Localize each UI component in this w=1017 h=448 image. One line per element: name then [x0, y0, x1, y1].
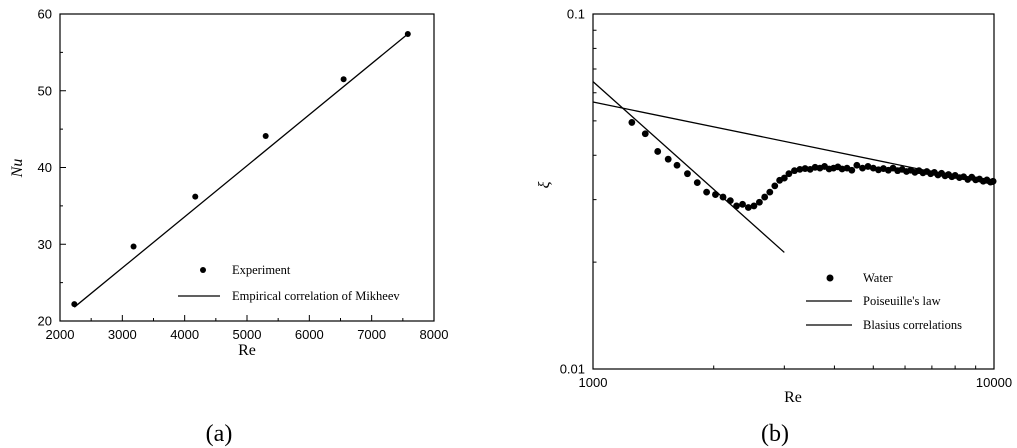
chart-b-data-point	[750, 202, 758, 210]
chart-b-data-point	[744, 204, 752, 211]
chart-a-legend-marker-experiment	[200, 267, 206, 273]
chart-b-data-point	[864, 163, 872, 170]
chart-b-data-point	[859, 164, 866, 172]
chart-b-data-point	[693, 179, 701, 187]
chart-b-data-point	[848, 166, 856, 174]
chart-b-lines	[592, 81, 995, 253]
chart-b-data-point	[726, 197, 734, 205]
chart-a-x-tick-label: 5000	[233, 327, 262, 342]
chart-a-y-tick-label: 60	[38, 7, 52, 22]
chart-b-y-tick-label: 0.01	[560, 362, 585, 377]
chart-b: 1000 10000 0.1 0.01 Re ξ Water Poiseuille's…	[536, 7, 1012, 448]
chart-b-data-point	[869, 164, 877, 172]
chart-a-data-point	[130, 243, 137, 250]
chart-b-data-point	[780, 174, 788, 182]
chart-a-legend-label-mikheev: Empirical correlation of Mikheev	[232, 289, 400, 303]
chart-a: 2000 3000 4000 5000 6000 7000 8000 20 30 40 50 60 R…	[9, 7, 448, 448]
chart-a-points	[71, 30, 411, 308]
chart-a-x-tick-label: 3000	[108, 327, 137, 342]
chart-b-x-tick-label: 1000	[579, 375, 608, 390]
chart-b-legend-marker-water	[826, 274, 834, 282]
chart-a-legend-label-experiment: Experiment	[232, 263, 291, 277]
chart-b-data-point	[766, 188, 774, 196]
chart-a-x-tick-label: 6000	[295, 327, 324, 342]
chart-a-data-point	[340, 76, 347, 83]
chart-b-legend: Water Poiseuille's law Blasius correlati…	[806, 271, 962, 332]
chart-b-data-point	[703, 188, 711, 196]
chart-b-data-point	[641, 130, 649, 138]
chart-a-y-tick-label: 30	[38, 237, 52, 252]
chart-b-data-point	[791, 167, 798, 175]
chart-b-data-point	[739, 200, 746, 208]
chart-b-data-point	[673, 161, 681, 169]
chart-b-data-point	[684, 170, 691, 178]
chart-a-x-tick-label: 4000	[170, 327, 199, 342]
chart-a-data-point	[404, 30, 411, 37]
chart-a-legend: Experiment Empirical correlation of Mikh…	[178, 263, 400, 303]
chart-b-data-point	[989, 177, 997, 185]
chart-b-x-axis-title: Re	[784, 389, 802, 406]
chart-b-data-point	[853, 161, 861, 169]
chart-b-data-point	[756, 198, 763, 206]
chart-a-fit-line-group	[73, 33, 409, 308]
chart-a-y-axis-title: Nu	[9, 159, 26, 179]
chart-b-data-point	[801, 165, 809, 172]
chart-a-data-point	[262, 133, 269, 140]
chart-b-data-point	[733, 202, 740, 210]
chart-b-caption: (b)	[761, 421, 789, 447]
chart-b-data-point	[664, 155, 672, 163]
chart-b-x-tick-label: 10000	[976, 375, 1012, 390]
chart-b-data-point	[719, 193, 727, 201]
chart-b-legend-label-blasius: Blasius correlations	[863, 318, 962, 332]
chart-a-x-tick-label: 7000	[357, 327, 386, 342]
chart-b-data-point	[761, 193, 769, 201]
chart-a-mikheev-line	[73, 33, 409, 308]
chart-b-legend-label-water: Water	[863, 271, 893, 285]
chart-b-data-point	[785, 170, 793, 178]
chart-b-data-point	[771, 182, 779, 190]
chart-a-data-point	[192, 193, 199, 200]
chart-b-data-point	[796, 165, 804, 173]
chart-a-caption: (a)	[206, 421, 233, 447]
chart-b-y-tick-label: 0.1	[567, 7, 585, 22]
chart-b-legend-label-poiseuille: Poiseuille's law	[863, 294, 941, 308]
chart-b-data-point	[654, 148, 662, 155]
chart-a-x-tick-label: 2000	[46, 327, 75, 342]
chart-b-y-axis-title: ξ	[536, 181, 553, 188]
chart-b-data-point	[712, 191, 719, 198]
chart-b-frame	[592, 13, 995, 370]
chart-a-y-tick-label: 40	[38, 160, 52, 175]
chart-a-x-axis-title: Re	[238, 342, 256, 359]
chart-a-x-tick-label: 8000	[420, 327, 449, 342]
chart-a-ticks: 2000 3000 4000 5000 6000 7000 8000 20 30 40 50 60	[38, 7, 449, 343]
chart-b-data-point	[628, 119, 636, 126]
chart-b-points	[628, 119, 997, 211]
chart-b-ticks: 1000 10000 0.1 0.01	[560, 7, 1012, 391]
chart-a-data-point	[71, 301, 78, 308]
chart-a-y-tick-label: 20	[38, 314, 52, 329]
chart-b-poiseuille-line	[592, 81, 785, 253]
chart-a-y-tick-label: 50	[38, 83, 52, 98]
